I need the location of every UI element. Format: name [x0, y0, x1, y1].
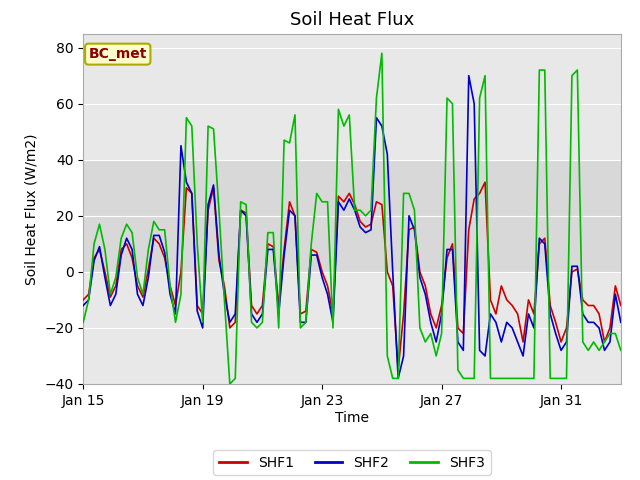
X-axis label: Time: Time: [335, 410, 369, 424]
Legend: SHF1, SHF2, SHF3: SHF1, SHF2, SHF3: [213, 450, 491, 475]
Text: BC_met: BC_met: [88, 47, 147, 61]
Bar: [83, 160, 621, 272]
Y-axis label: Soil Heat Flux (W/m2): Soil Heat Flux (W/m2): [25, 133, 39, 285]
Title: Soil Heat Flux: Soil Heat Flux: [290, 11, 414, 29]
